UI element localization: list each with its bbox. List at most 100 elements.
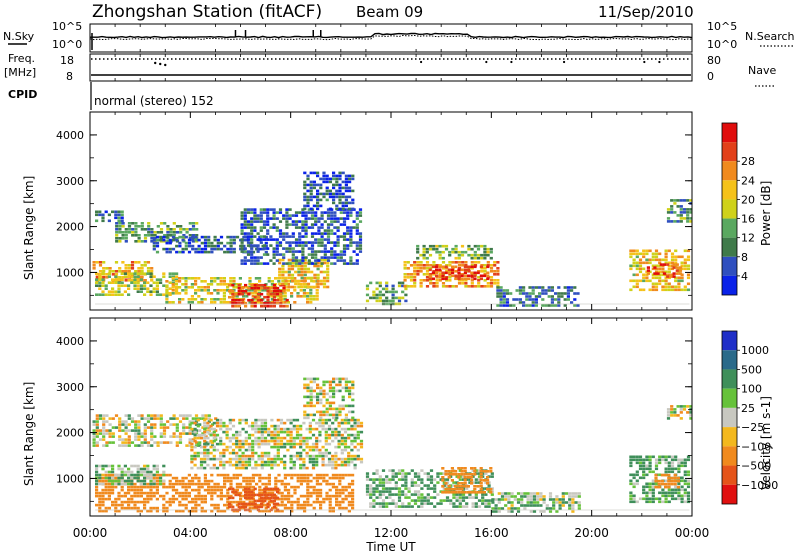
velocity-cell [239,500,243,504]
velocity-cell [102,429,106,432]
power-cell [557,301,561,304]
power-cell [425,276,430,279]
velocity-cell [139,473,143,477]
power-cell [502,289,506,292]
power-cell [632,249,636,253]
power-cell [306,295,310,298]
power-cell [419,285,423,288]
power-cell [385,290,389,294]
velocity-cell [673,411,677,414]
velocity-cell [316,386,320,390]
power-cell [680,264,684,268]
velocity-cell [303,494,307,498]
power-cell [457,253,461,257]
velocity-cell [436,502,440,505]
velocity-cell [331,457,335,461]
velocity-cell [645,497,649,501]
power-cell [185,231,189,234]
power-cell [307,259,311,262]
power-cell [629,255,633,259]
velocity-cell [247,490,251,494]
power-cell [664,270,668,274]
velocity-cell [130,494,134,498]
velocity-cell [331,466,335,470]
velocity-cell [225,436,229,440]
power-cell [422,250,426,254]
velocity-cell [104,470,108,474]
power-cell [111,278,115,281]
velocity-cell [206,436,210,440]
power-cell [493,261,497,264]
power-cell [651,252,655,256]
power-cell [187,301,191,304]
power-cell [285,226,289,229]
velocity-cell [269,487,273,491]
power-cell [284,282,288,286]
power-cell [438,276,442,279]
power-cell [686,282,691,286]
power-cell [477,282,481,285]
velocity-cell [146,414,151,417]
velocity-cell [356,433,360,437]
velocity-cell [248,500,252,504]
velocity-cell [143,500,147,504]
power-cell [174,280,178,283]
power-cell [467,265,471,269]
velocity-cell [401,469,405,472]
velocity-cell [632,482,636,486]
power-cell [256,259,260,262]
velocity-cell [372,472,376,475]
velocity-cell [299,479,303,483]
velocity-cell [319,503,323,507]
velocity-cell [347,491,351,495]
power-cell [319,183,323,187]
velocity-cell [223,479,227,483]
velocity-cell [686,479,691,483]
velocity-cell [365,478,370,481]
velocity-cell [203,454,207,458]
power-cell [243,208,247,211]
velocity-cell [539,498,543,501]
velocity-cell [105,429,109,432]
velocity-cell [212,454,216,458]
velocity-cell [337,421,341,425]
power-cell [372,296,376,300]
power-cell [143,284,147,287]
velocity-cell [257,442,261,446]
power-cell [629,288,633,292]
power-cell [522,301,526,304]
velocity-cell [312,377,316,381]
velocity-cell [331,421,335,425]
power-cell [358,238,363,241]
velocity-cell [457,467,461,470]
velocity-cell [353,427,357,431]
power-cell [435,244,439,248]
power-cell [570,301,574,304]
velocity-cell [648,497,652,501]
velocity-cell [283,463,287,467]
velocity-cell [477,481,482,484]
power-cell [184,280,188,283]
power-cell [197,289,201,292]
power-cell [244,289,248,293]
power-cell [275,217,279,220]
velocity-cell [674,497,678,501]
velocity-cell [303,500,307,504]
velocity-cell [344,416,348,420]
velocity-cell [235,503,239,507]
velocity-cell [670,461,675,465]
velocity-cell [378,505,382,508]
velocity-cell [407,472,411,475]
velocity-cell [465,502,469,505]
velocity-cell [130,429,135,432]
velocity-cell [241,466,245,470]
power-cell [310,214,315,217]
velocity-cell [95,414,99,417]
velocity-cell [194,444,199,447]
power-cell [648,288,652,292]
velocity-cell [194,423,199,426]
velocity-cell [228,505,232,509]
power-cell [272,262,276,265]
velocity-cell [222,454,226,458]
power-cell [686,276,691,280]
